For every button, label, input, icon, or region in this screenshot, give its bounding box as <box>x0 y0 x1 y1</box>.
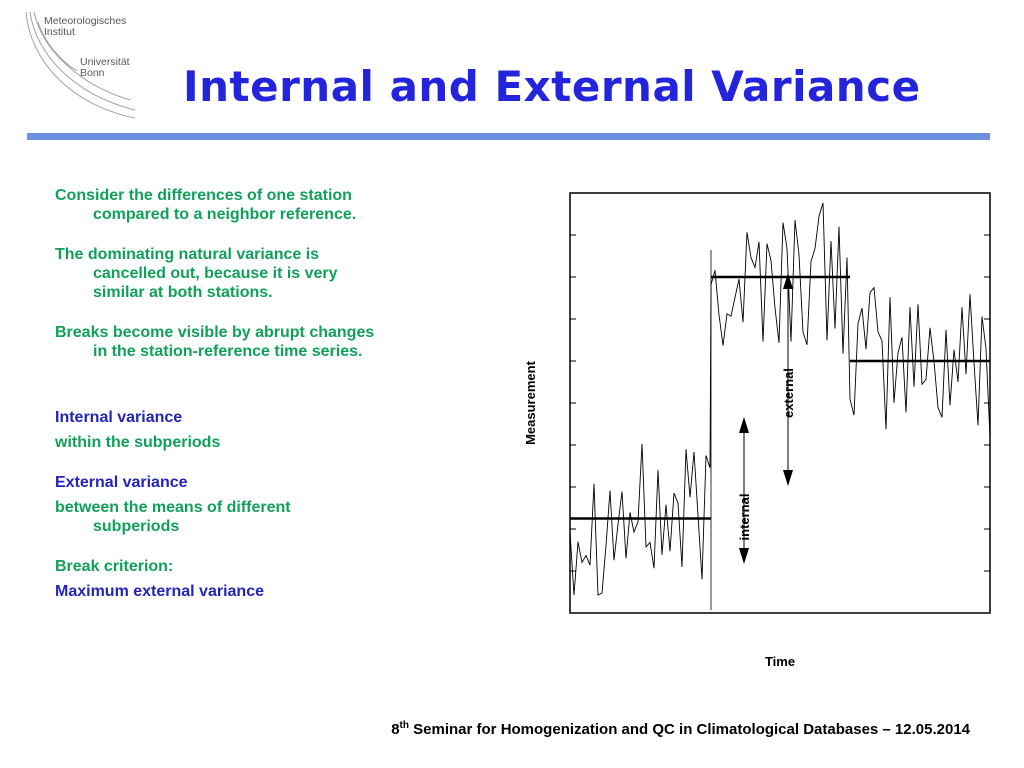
footer-ordinal-suffix: th <box>399 720 409 731</box>
external-arrow-icon <box>783 273 793 486</box>
segment-means <box>570 275 990 520</box>
bullet-paragraph: Consider the differences of one station … <box>55 186 475 224</box>
internal-arrow-icon <box>739 417 749 564</box>
logo-swoosh-icon <box>25 11 136 119</box>
slide-footer: 8th Seminar for Homogenization and QC in… <box>0 720 970 738</box>
bullet-paragraph: Breaks become visible by abrupt changes … <box>55 323 475 361</box>
internal-label: internal <box>737 494 752 541</box>
logo-text-line: Universität <box>80 56 130 68</box>
paragraph-line: Consider the differences of one station <box>55 187 352 204</box>
tick-marks <box>570 234 990 572</box>
paragraph-line: between the means of different <box>55 499 291 516</box>
internal-variance-text: within the subperiods <box>55 434 221 451</box>
paragraph-line: compared to a neighbor reference. <box>93 206 357 223</box>
x-axis-label: Time <box>765 654 795 669</box>
variance-chart: internal external Measurement Time <box>505 185 1005 685</box>
break-criterion-text: Maximum external variance <box>55 583 264 600</box>
logo-text-line: Institut <box>44 26 75 38</box>
external-variance-heading: External variance <box>55 474 188 491</box>
paragraph-line: in the station-reference time series. <box>93 343 363 360</box>
footer-ordinal: 8 <box>391 721 400 738</box>
plot-frame <box>569 192 991 614</box>
paragraph-line: similar at both stations. <box>93 284 273 301</box>
paragraph-line: cancelled out, because it is very <box>93 265 338 282</box>
external-variance-text: between the means of different subperiod… <box>55 498 475 536</box>
paragraph-line: The dominating natural variance is <box>55 246 320 263</box>
break-criterion-heading: Break criterion: <box>55 558 174 575</box>
paragraph-line: subperiods <box>93 518 180 535</box>
logo-text-line: Bonn <box>80 67 105 79</box>
title-divider <box>27 133 990 140</box>
chart-svg: internal external Measurement Time <box>523 192 991 669</box>
logo-text-line: Meteorologisches <box>44 15 127 27</box>
y-axis-label: Measurement <box>523 360 538 444</box>
paragraph-line: Breaks become visible by abrupt changes <box>55 324 375 341</box>
footer-text: Seminar for Homogenization and QC in Cli… <box>409 721 970 738</box>
slide-body: Consider the differences of one station … <box>55 186 475 607</box>
internal-variance-heading: Internal variance <box>55 409 183 426</box>
slide-title: Internal and External Variance <box>183 62 921 111</box>
measurement-series <box>569 202 991 596</box>
university-logo: Meteorologisches Institut Universität Bo… <box>20 10 150 125</box>
external-label: external <box>781 368 796 418</box>
bullet-paragraph: The dominating natural variance is cance… <box>55 245 475 302</box>
